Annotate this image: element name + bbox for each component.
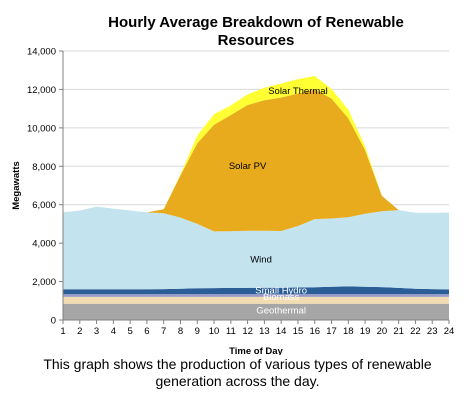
x-tick-label: 23 — [427, 326, 438, 337]
y-tick-label: 2,000 — [32, 277, 56, 288]
y-tick-label: 10,000 — [27, 123, 56, 134]
x-tick-label: 12 — [242, 326, 253, 337]
series-area-solar-pv — [63, 89, 449, 232]
chart-title-line-2: Resources — [218, 32, 295, 49]
x-tick-label: 17 — [326, 326, 337, 337]
annotation-small-hydro: Small Hydro — [255, 285, 307, 296]
series-area-wind — [63, 206, 449, 290]
stacked-areas — [63, 76, 449, 320]
caption-line-2: generation across the day. — [155, 373, 320, 389]
x-tick-label: 22 — [410, 326, 421, 337]
x-tick-label: 19 — [360, 326, 371, 337]
annotation-solar-thermal: Solar Thermal — [268, 86, 328, 97]
series-area-biomass — [63, 296, 449, 304]
annotation-geothermal: Geothermal — [256, 305, 306, 316]
y-tick-label: 8,000 — [32, 162, 56, 173]
x-tick-label: 10 — [209, 326, 220, 337]
x-tick-label: 18 — [343, 326, 354, 337]
y-axis-title: Megawatts — [11, 161, 22, 210]
y-tick-label: 14,000 — [27, 47, 56, 58]
series-area-small-hydro — [63, 286, 449, 295]
x-tick-label: 15 — [293, 326, 304, 337]
x-tick-label: 1 — [60, 326, 65, 337]
x-tick-label: 14 — [276, 326, 287, 337]
annotation-solar-pv: Solar PV — [229, 161, 267, 172]
x-tick-label: 21 — [393, 326, 404, 337]
series-area-unlabeled-band — [63, 294, 449, 297]
annotation-biomass: Biomass — [263, 292, 300, 303]
y-tick-label: 4,000 — [32, 239, 56, 250]
annotations: Solar Thermal Solar PV Wind Small HydroBiom… — [229, 86, 328, 316]
x-tick-label: 6 — [144, 326, 149, 337]
y-tick-label: 0 — [51, 316, 56, 327]
x-tick-label: 2 — [77, 326, 82, 337]
x-tick-label: 24 — [444, 326, 455, 337]
x-tick-label: 8 — [178, 326, 183, 337]
series-area-geothermal — [63, 303, 449, 320]
chart-title: Hourly Average Breakdown of RenewableRes… — [108, 14, 404, 49]
x-tick-label: 4 — [111, 326, 116, 337]
annotation-wind: Wind — [250, 254, 272, 265]
x-tick-label: 11 — [226, 326, 236, 337]
area-chart: Hourly Average Breakdown of RenewableRes… — [11, 14, 454, 356]
axes: 0 2,000 4,000 6,000 8,000 10,000 12,000 14,000 1… — [11, 47, 454, 356]
x-axis-title: Time of Day — [229, 346, 283, 355]
x-tick-label: 20 — [377, 326, 388, 337]
y-tick-label: 6,000 — [32, 200, 56, 211]
x-tick-label: 3 — [94, 326, 99, 337]
x-tick-label: 5 — [127, 326, 132, 337]
chart-caption: This graph shows the production of vario… — [0, 356, 475, 390]
caption-line-1: This graph shows the production of vario… — [43, 356, 432, 372]
x-tick-label: 16 — [309, 326, 320, 337]
x-tick-label: 9 — [195, 326, 200, 337]
x-tick-label: 7 — [161, 326, 166, 337]
chart-title-line-1: Hourly Average Breakdown of Renewable — [108, 14, 404, 31]
x-tick-label: 13 — [259, 326, 270, 337]
y-tick-label: 12,000 — [27, 85, 56, 96]
